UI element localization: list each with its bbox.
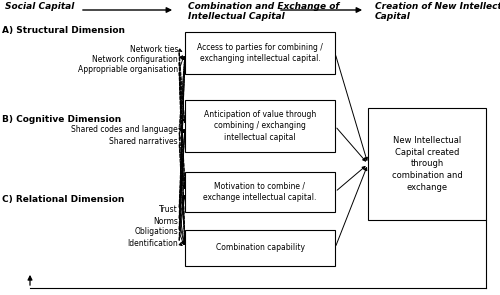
Text: B) Cognitive Dimension: B) Cognitive Dimension [2,115,121,124]
Text: Creation of New Intellectual
Capital: Creation of New Intellectual Capital [375,2,500,22]
Text: Shared narratives: Shared narratives [110,137,178,147]
FancyBboxPatch shape [185,172,335,212]
Text: Network configuration: Network configuration [92,55,178,65]
Text: A) Structural Dimension: A) Structural Dimension [2,26,125,35]
Text: Anticipation of value through
combining / exchanging
intellectual capital: Anticipation of value through combining … [204,110,316,142]
FancyBboxPatch shape [185,100,335,152]
Text: Identification: Identification [127,238,178,248]
Text: Social Capital: Social Capital [5,2,74,11]
Text: Combination capability: Combination capability [216,243,304,253]
FancyBboxPatch shape [185,32,335,74]
Text: Network ties: Network ties [130,45,178,55]
FancyBboxPatch shape [185,230,335,266]
Text: Norms: Norms [153,217,178,225]
Text: Trust: Trust [159,206,178,214]
Text: Shared codes and language: Shared codes and language [72,125,178,135]
Text: Motivation to combine /
exchange intellectual capital.: Motivation to combine / exchange intelle… [204,182,316,202]
Text: Combination and Exchange of
Intellectual Capital: Combination and Exchange of Intellectual… [188,2,339,22]
Text: Access to parties for combining /
exchanging intellectual capital.: Access to parties for combining / exchan… [197,43,323,63]
Text: New Intellectual
Capital created
through
combination and
exchange: New Intellectual Capital created through… [392,136,462,192]
Text: Appropriable organisation: Appropriable organisation [78,65,178,75]
Text: C) Relational Dimension: C) Relational Dimension [2,195,124,204]
Text: Obligations: Obligations [134,227,178,237]
FancyBboxPatch shape [368,108,486,220]
